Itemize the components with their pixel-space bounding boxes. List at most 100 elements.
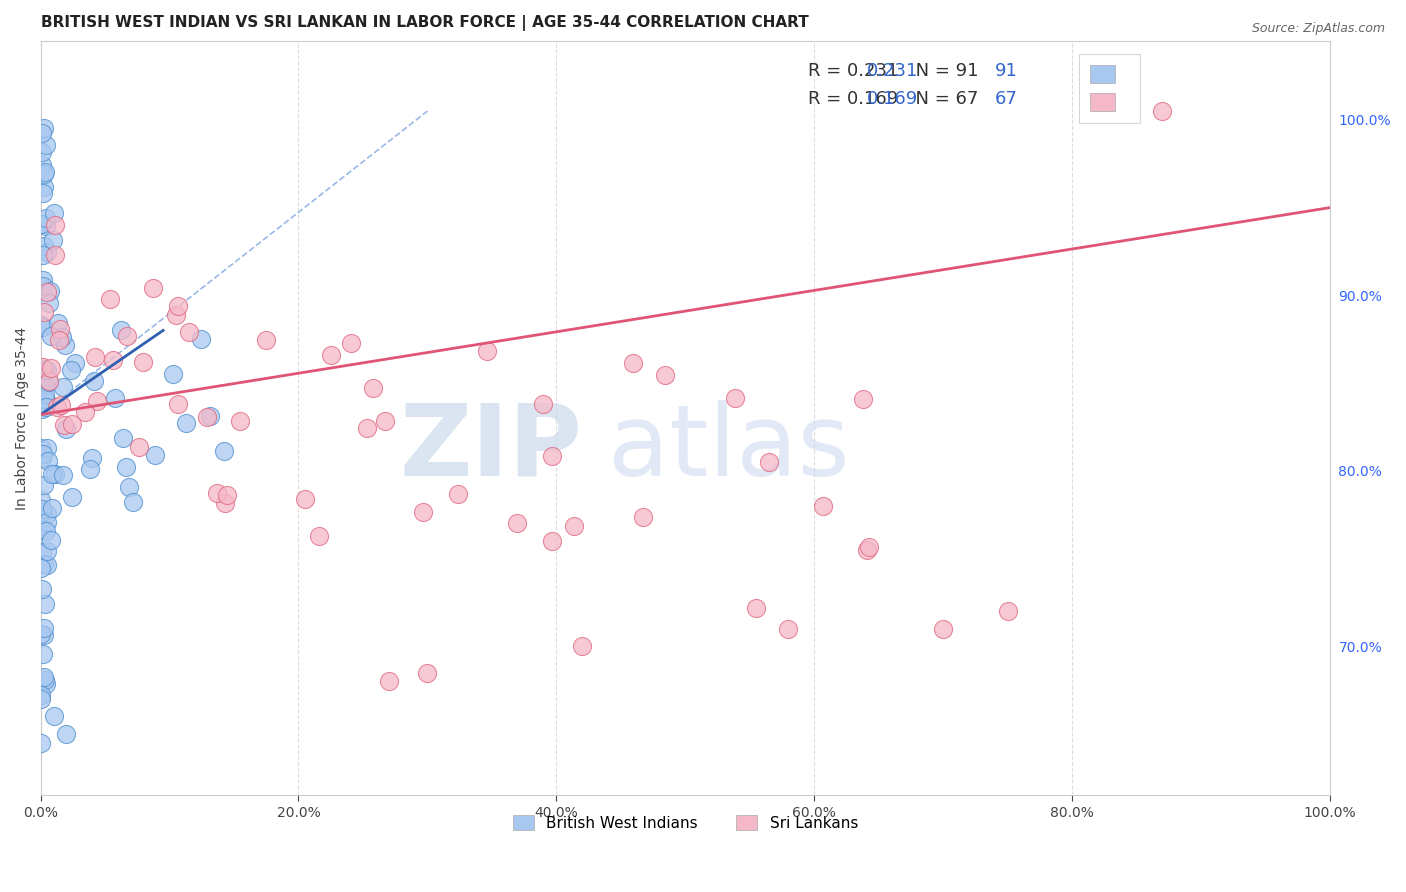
Text: BRITISH WEST INDIAN VS SRI LANKAN IN LABOR FORCE | AGE 35-44 CORRELATION CHART: BRITISH WEST INDIAN VS SRI LANKAN IN LAB…	[41, 15, 808, 31]
Point	[128, 440, 150, 454]
Point	[48, 333, 70, 347]
Point	[55, 422, 77, 436]
Point	[46, 401, 69, 415]
Point	[32, 179, 55, 194]
Point	[101, 353, 124, 368]
Point	[477, 344, 499, 359]
Point	[115, 459, 138, 474]
Point	[176, 416, 198, 430]
Point	[540, 534, 562, 549]
Point	[195, 410, 218, 425]
Point	[80, 451, 103, 466]
Point	[51, 329, 73, 343]
Point	[38, 375, 60, 389]
Point	[34, 362, 56, 376]
Point	[308, 528, 330, 542]
Point	[60, 417, 83, 432]
Point	[31, 401, 53, 416]
Point	[858, 541, 880, 555]
Point	[35, 507, 58, 521]
Point	[416, 665, 439, 680]
Point	[35, 285, 58, 299]
Y-axis label: In Labor Force | Age 35-44: In Labor Force | Age 35-44	[15, 326, 30, 509]
Point	[633, 509, 655, 524]
Point	[506, 516, 529, 530]
Point	[31, 359, 53, 374]
Point	[31, 522, 53, 536]
Point	[30, 736, 52, 750]
Point	[190, 332, 212, 346]
Point	[571, 639, 593, 653]
Point	[374, 415, 396, 429]
Point	[340, 336, 363, 351]
Point	[32, 622, 55, 636]
Point	[98, 292, 121, 306]
Text: 67: 67	[995, 90, 1018, 108]
Point	[55, 727, 77, 741]
Point	[31, 505, 53, 519]
Point	[932, 622, 955, 636]
Point	[31, 158, 53, 172]
Point	[38, 375, 60, 389]
Text: 0.231: 0.231	[868, 62, 918, 79]
Point	[42, 233, 65, 247]
Point	[30, 318, 52, 332]
Point	[30, 692, 52, 706]
Legend: British West Indians, Sri Lankans: British West Indians, Sri Lankans	[506, 809, 865, 837]
Point	[35, 558, 58, 572]
Point	[205, 486, 228, 500]
Point	[32, 272, 55, 286]
Point	[35, 677, 58, 691]
Point	[41, 500, 63, 515]
Point	[34, 628, 56, 642]
Point	[49, 322, 72, 336]
Point	[562, 519, 585, 533]
Text: 0.169: 0.169	[868, 90, 918, 108]
Point	[30, 688, 52, 702]
Point	[31, 126, 53, 140]
Point	[37, 454, 59, 468]
Point	[83, 375, 105, 389]
Text: ZIP: ZIP	[399, 400, 582, 497]
Point	[73, 405, 96, 419]
Point	[30, 493, 52, 508]
Text: atlas: atlas	[607, 400, 849, 497]
Point	[758, 454, 780, 468]
Point	[39, 361, 62, 376]
Point	[35, 392, 58, 407]
Point	[44, 467, 66, 482]
Point	[30, 561, 52, 575]
Point	[215, 488, 238, 502]
Point	[34, 238, 56, 252]
Point	[32, 167, 55, 181]
Point	[32, 647, 55, 661]
Point	[41, 467, 63, 481]
Point	[32, 304, 55, 318]
Point	[65, 356, 87, 370]
Point	[321, 348, 343, 362]
Point	[104, 391, 127, 405]
Point	[84, 350, 107, 364]
Point	[115, 329, 138, 343]
Point	[214, 496, 236, 510]
Text: R = 0.169   N = 67: R = 0.169 N = 67	[808, 90, 979, 108]
Point	[79, 462, 101, 476]
Point	[32, 446, 55, 460]
Point	[35, 137, 58, 152]
Point	[179, 325, 201, 339]
Point	[35, 515, 58, 529]
Point	[852, 392, 875, 407]
Text: Source: ZipAtlas.com: Source: ZipAtlas.com	[1251, 22, 1385, 36]
Point	[42, 709, 65, 723]
Point	[35, 441, 58, 455]
Point	[32, 478, 55, 492]
Point	[122, 495, 145, 509]
Point	[778, 622, 800, 636]
Point	[31, 545, 53, 559]
Point	[53, 418, 76, 433]
Point	[212, 444, 235, 458]
Point	[38, 284, 60, 298]
Point	[856, 543, 879, 558]
Point	[745, 600, 768, 615]
Text: R = 0.231   N = 91: R = 0.231 N = 91	[808, 62, 979, 79]
